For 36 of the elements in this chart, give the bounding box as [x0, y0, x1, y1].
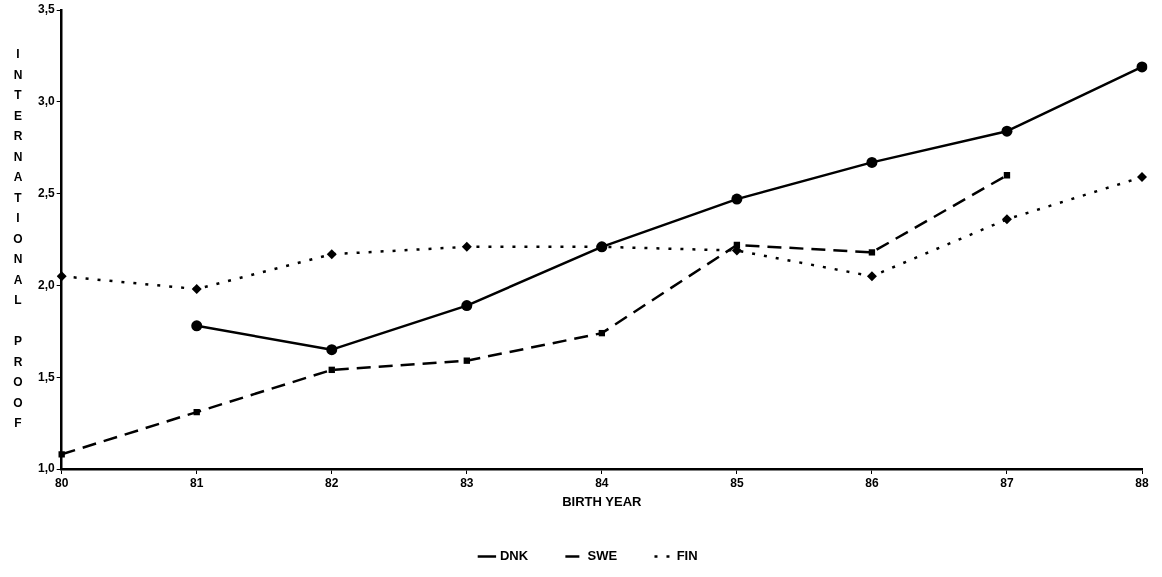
text: INTERNATIONAL PROOF — [13, 47, 23, 431]
point — [868, 249, 876, 256]
x-tick-label: 84 — [595, 475, 609, 490]
y-tick-label: 1,5 — [37, 369, 55, 384]
y-tick-label: 3,0 — [37, 94, 55, 109]
point — [191, 320, 203, 332]
point — [326, 344, 338, 356]
point — [1137, 172, 1147, 183]
x-tick-label: 83 — [460, 475, 474, 490]
y-tick-label: 1,0 — [37, 461, 55, 476]
point — [1001, 125, 1013, 137]
x-tick-label: 87 — [1000, 475, 1014, 490]
point — [191, 284, 202, 295]
point — [1136, 61, 1148, 73]
x-tick-label: 85 — [730, 475, 744, 490]
point — [1001, 214, 1012, 225]
point — [463, 357, 470, 364]
x-tick-label: 80 — [55, 475, 69, 490]
y-tick-label: 2,5 — [37, 185, 55, 200]
y-tick-label: 3,5 — [37, 2, 55, 17]
x-axis-title: BIRTH YEAR — [562, 493, 643, 509]
point — [866, 271, 877, 282]
point — [461, 300, 473, 312]
legend-label: SWE — [587, 548, 618, 564]
point — [56, 271, 67, 282]
x-tick-label: 82 — [325, 475, 339, 490]
x-tick-label: 88 — [1135, 475, 1149, 490]
point — [731, 193, 743, 205]
x-tick-label: 86 — [865, 475, 879, 490]
legend-label: DNK — [499, 548, 529, 564]
point — [461, 241, 472, 252]
point — [326, 249, 337, 260]
x-tick-label: 81 — [190, 475, 204, 490]
legend-label: FIN — [676, 548, 698, 564]
point — [866, 156, 878, 168]
y-tick-label: 2,0 — [37, 277, 55, 292]
